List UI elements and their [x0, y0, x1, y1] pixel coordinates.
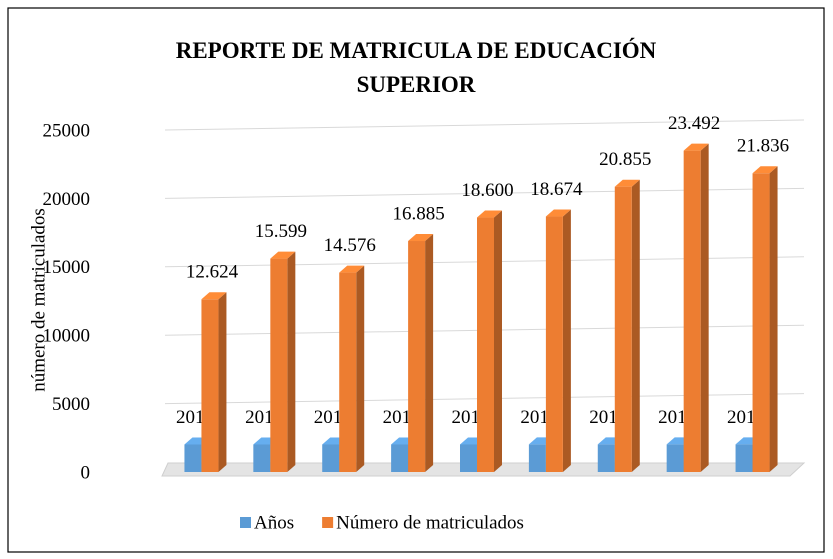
bar-side: [425, 234, 434, 472]
bar: [752, 173, 770, 473]
bar: [270, 258, 288, 472]
bar: [597, 444, 615, 472]
grid-line: [164, 119, 805, 131]
data-label: 23.492: [668, 113, 720, 134]
bar-side: [356, 265, 365, 472]
data-label: 18.674: [530, 179, 583, 200]
data-label: 16.885: [392, 203, 444, 224]
legend-swatch: [240, 517, 251, 528]
bar-side: [562, 209, 571, 472]
data-label: 20.855: [599, 149, 651, 170]
bar: [528, 444, 546, 472]
bar: [666, 444, 684, 472]
y-tick-label: 25000: [43, 120, 91, 141]
bar: [322, 444, 340, 472]
bar-side: [631, 179, 640, 472]
legend-swatch: [322, 517, 334, 528]
data-label: 14.576: [324, 235, 376, 256]
legend-label: Años: [254, 512, 294, 533]
bar-top: [477, 210, 502, 218]
data-label: 21.836: [737, 136, 789, 157]
bar: [391, 444, 409, 472]
y-tick-label: 15000: [43, 257, 91, 278]
bar-top: [614, 179, 640, 187]
bar: [545, 216, 563, 472]
y-axis-label: número de matriculados: [28, 208, 49, 392]
bar: [735, 444, 753, 472]
bar: [201, 299, 219, 472]
bar-side: [218, 292, 227, 472]
bar: [477, 217, 494, 472]
y-tick-label: 5000: [52, 394, 90, 415]
bar-top: [683, 143, 709, 151]
bar: [408, 241, 426, 472]
y-tick-label: 10000: [43, 326, 91, 347]
bar-top: [339, 265, 365, 273]
bar-side: [769, 166, 778, 473]
bar: [339, 272, 357, 472]
bar-top: [752, 166, 778, 174]
bar: [460, 444, 477, 472]
legend-label: Número de matriculados: [336, 512, 524, 533]
bar-top: [408, 234, 434, 242]
bar-top: [270, 251, 296, 259]
bar: [683, 150, 701, 472]
bar: [614, 186, 632, 472]
bar-side: [494, 210, 502, 472]
data-label: 18.600: [461, 180, 513, 201]
data-label: 12.624: [186, 262, 239, 283]
y-tick-label: 20000: [43, 189, 91, 210]
data-label: 15.599: [255, 221, 307, 242]
bar: [184, 444, 202, 472]
chart-title: REPORTE DE MATRICULA DE EDUCACIÓN SUPERI…: [175, 38, 657, 97]
bar-side: [287, 251, 296, 472]
bar-top: [545, 209, 571, 217]
y-tick-label: 0: [81, 462, 91, 483]
bar-side: [700, 143, 709, 472]
bar: [253, 444, 271, 472]
bar-top: [201, 292, 227, 300]
